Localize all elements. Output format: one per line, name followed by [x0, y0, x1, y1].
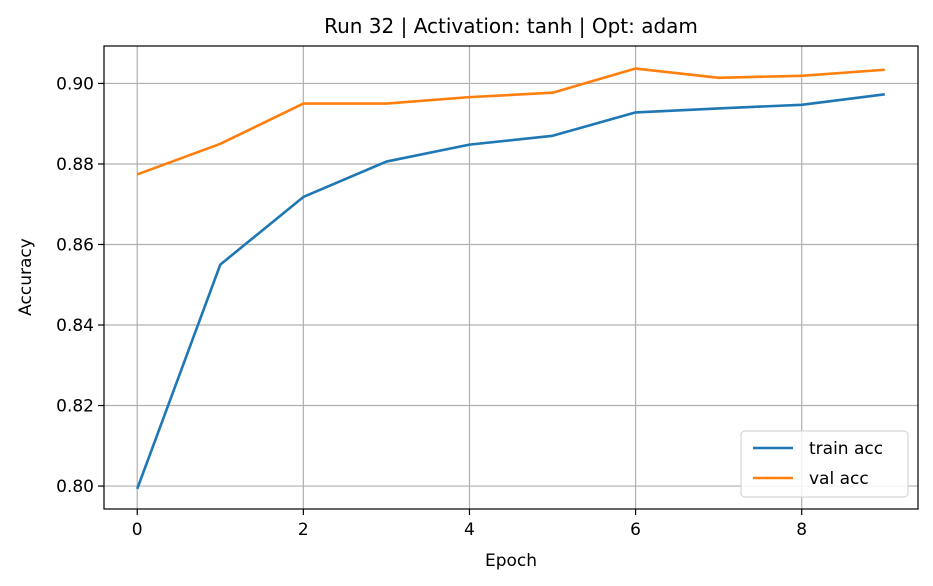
series-line-train-acc: [136, 93, 885, 490]
x-tick-label: 2: [298, 520, 309, 540]
plot-frame: [103, 45, 919, 510]
y-axis-label: Accuracy: [16, 238, 36, 316]
y-tick-label: 0.84: [56, 316, 94, 336]
legend-label: train acc: [809, 439, 883, 459]
x-tick-label: 4: [464, 520, 475, 540]
legend: train acc val acc: [740, 430, 909, 498]
y-tick-label: 0.82: [56, 397, 94, 417]
x-tick-label: 0: [132, 520, 143, 540]
series-lines: [136, 67, 885, 490]
y-axis-ticks: 0.80 0.82 0.84 0.86 0.88 0.90: [56, 74, 104, 497]
x-axis-ticks: 0 2 4 6 8: [132, 509, 807, 540]
x-tick-label: 6: [630, 520, 641, 540]
legend-label: val acc: [809, 469, 869, 489]
x-tick-label: 8: [796, 520, 807, 540]
y-tick-label: 0.88: [56, 155, 94, 175]
y-tick-label: 0.90: [56, 74, 94, 94]
chart-title: Run 32 | Activation: tanh | Opt: adam: [324, 14, 698, 38]
y-tick-label: 0.86: [56, 235, 94, 255]
grid: [104, 46, 918, 509]
y-tick-label: 0.80: [56, 477, 94, 497]
x-axis-label: Epoch: [485, 551, 537, 571]
series-line-val-acc: [136, 67, 885, 176]
